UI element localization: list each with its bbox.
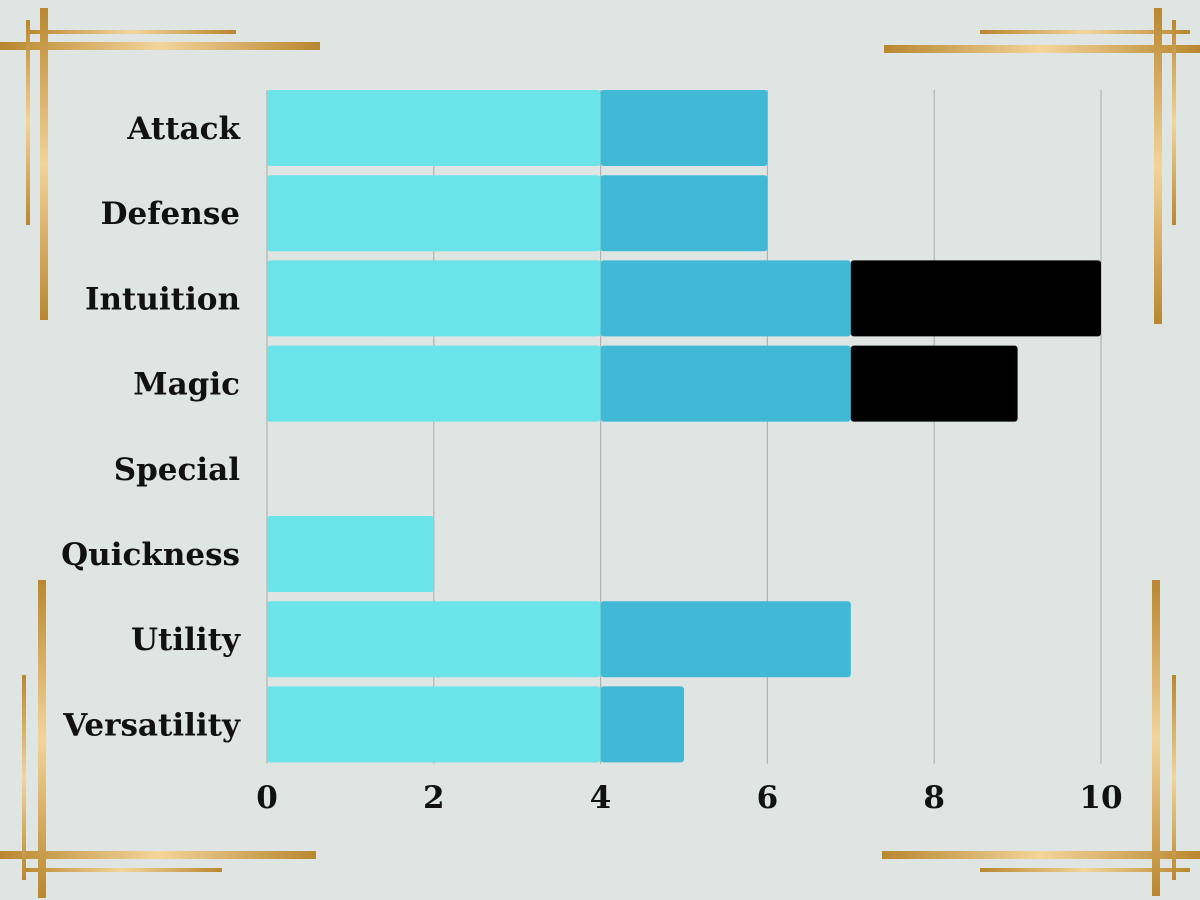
bar-segment <box>267 345 601 422</box>
bar-segment <box>600 175 768 252</box>
x-tick-label: 2 <box>423 780 445 816</box>
bar-segment <box>267 175 601 252</box>
bar-segment <box>267 516 434 592</box>
bar-segment <box>850 345 1018 422</box>
bar-segment <box>600 90 768 166</box>
x-tick-label: 4 <box>590 780 612 816</box>
frame-line <box>980 30 1190 34</box>
x-tick-label: 10 <box>1079 780 1122 816</box>
x-axis-ticks: 0 2 4 6 8 10 <box>256 780 1122 816</box>
bar-segment <box>267 686 601 763</box>
category-label: Special <box>114 452 240 488</box>
x-tick-label: 6 <box>757 780 779 816</box>
frame-line <box>1172 20 1176 225</box>
x-tick-label: 0 <box>256 780 278 816</box>
category-label: Utility <box>131 622 241 658</box>
frame-line <box>1172 675 1176 880</box>
frame-line <box>1152 580 1160 896</box>
frame-line <box>22 675 26 880</box>
frame-line <box>0 42 320 50</box>
bar-segment <box>600 686 684 763</box>
frame-line <box>884 45 1200 53</box>
bar-segment <box>267 260 601 337</box>
bar-segment <box>267 601 601 678</box>
category-label: Attack <box>126 111 241 147</box>
frame-line <box>40 8 48 320</box>
category-label: Intuition <box>85 281 240 317</box>
x-tick-label: 8 <box>923 780 945 816</box>
bars <box>267 90 1101 763</box>
bar-segment <box>600 601 851 678</box>
category-labels: Attack Defense Intuition Magic Special Quickn… <box>61 111 241 743</box>
bar-segment <box>850 260 1101 337</box>
frame-line <box>22 868 222 872</box>
gold-corner-frame <box>0 8 1200 898</box>
category-label: Magic <box>133 367 240 403</box>
bar-segment <box>267 90 601 166</box>
category-label: Versatility <box>62 707 241 743</box>
category-label: Quickness <box>61 537 240 573</box>
frame-line <box>1154 8 1162 324</box>
bar-segment <box>600 260 851 337</box>
frame-line <box>38 580 46 898</box>
frame-line <box>0 851 316 859</box>
frame-line <box>882 851 1200 859</box>
frame-line <box>26 30 236 34</box>
frame-line <box>26 20 30 225</box>
frame-line <box>980 868 1190 872</box>
bar-segment <box>600 345 851 422</box>
category-label: Defense <box>101 196 240 232</box>
